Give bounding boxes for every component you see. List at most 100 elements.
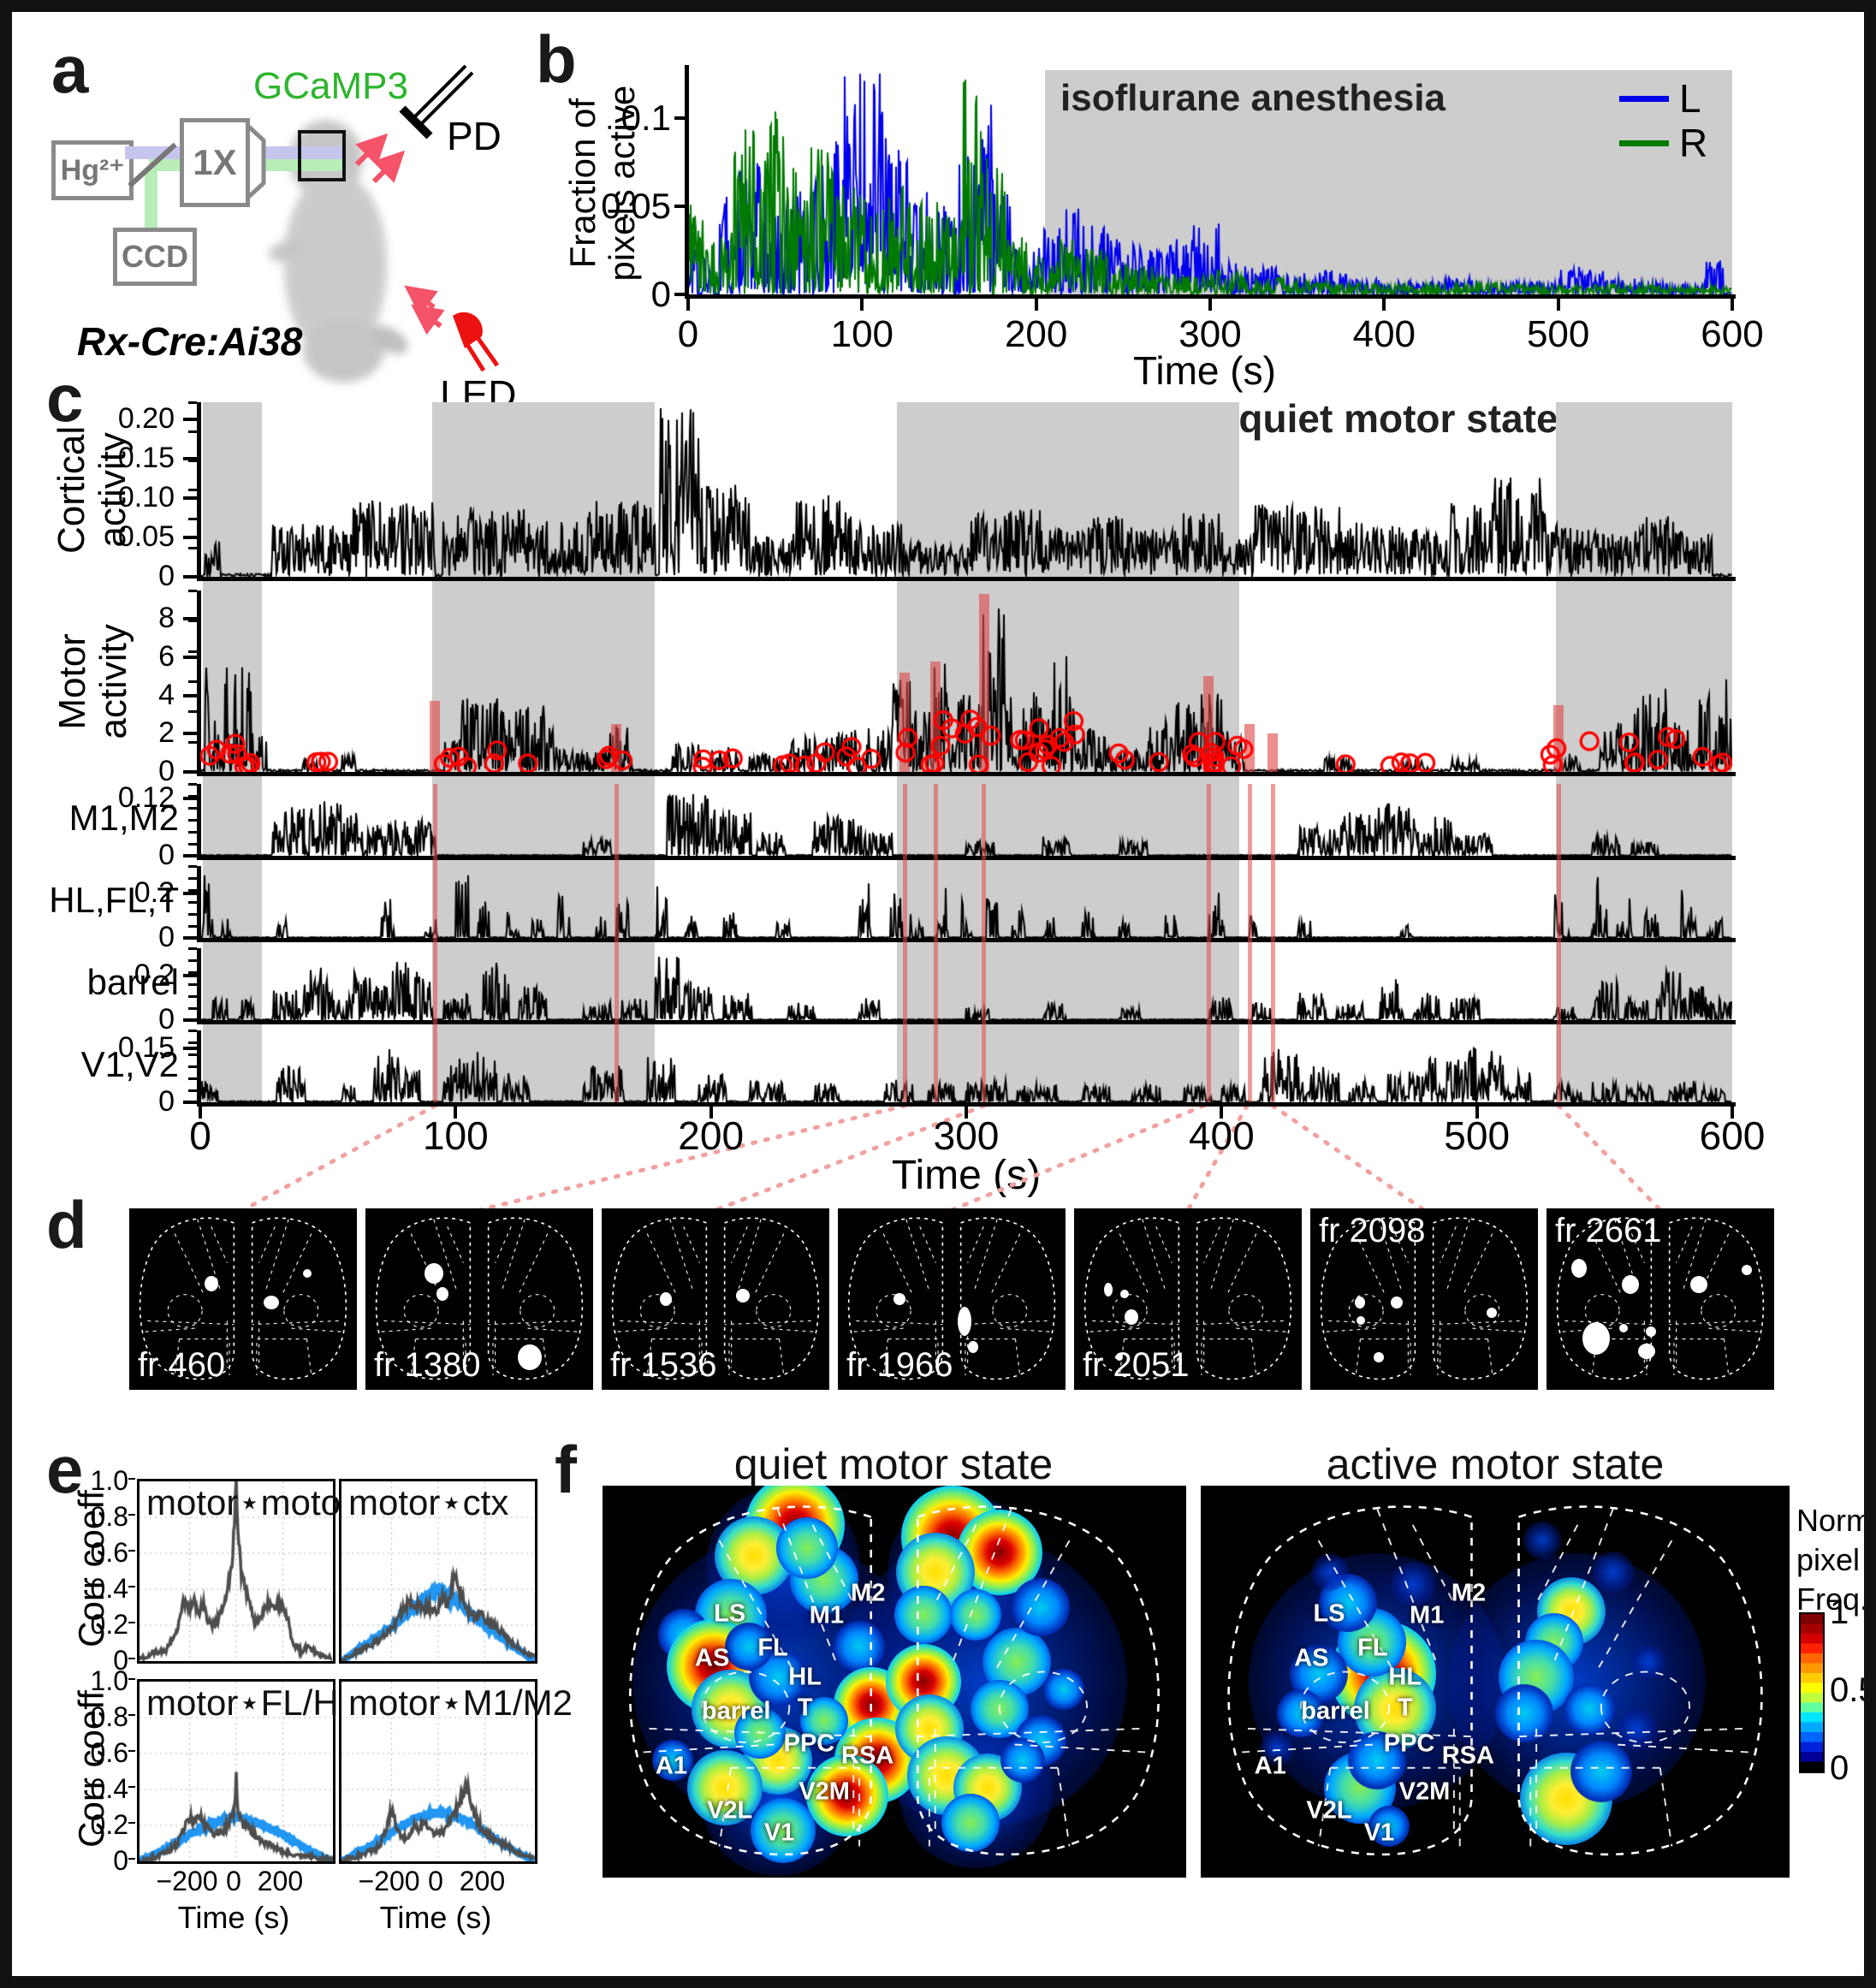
panel-b-ytick-mark [674,116,686,120]
corr-ytick-label: 0 [113,1845,128,1876]
panel-c-ytick-mark [183,457,197,461]
panel-b-xtick-label: 0 [677,313,699,355]
panel-c-minortick [188,889,197,892]
panel-c-yaxis-v1v2 [197,1030,201,1102]
corr-ytick-mark [128,1586,135,1587]
panel-c-ytick-label: 0 [158,839,175,871]
region-label-ppc: PPC [1383,1730,1435,1758]
panel-c-xaxis-m1m2 [197,856,1736,860]
panel-c-minortick [188,831,197,834]
panel-c-minortick [188,865,197,868]
panel-c-ytick-mark [183,693,197,697]
panel-c-minortick [188,901,197,904]
panel-c-ytick-mark [183,770,197,774]
panel-c-minortick [188,995,197,998]
panel-b-ytick-label: 0 [650,274,671,314]
freq-hotspot [1368,1806,1410,1848]
corr-subplot-title: motor⋆M1/M2 [348,1682,573,1723]
motor-event-line [982,784,987,1102]
corr-ytick-label: 1.0 [90,1665,128,1696]
panel-c-minortick [188,1077,197,1080]
mercury-lamp-box: Hg²⁺ [51,140,134,200]
freq-hotspot [1570,1741,1632,1803]
panel-c-yaxis-cortical [197,402,201,577]
corr-subplot: motor⋆motor [137,1479,353,1664]
brain-frame: fr 1536 [602,1208,829,1390]
panel-b-traces [688,68,1732,294]
trace-m1m2 [200,784,1732,856]
corr-ytick-mark [128,1622,135,1623]
panel-c-ytick-label: 0 [158,921,175,953]
panel-c-xtick-label: 100 [422,1113,489,1158]
motor-event-line [933,784,938,1102]
mercury-lamp-label: Hg²⁺ [60,154,125,187]
panel-c-xtick-mark [199,1107,202,1119]
legend-label-L: L [1679,76,1701,121]
frame-label: fr 460 [138,1346,226,1384]
panel-c-minortick [188,680,197,683]
panel-c-ytick-label: 0.05 [117,520,175,554]
corr-ytick-label: 0.6 [90,1537,128,1568]
panel-b-yaxis [685,65,689,298]
corr-ytick-label: 0.2 [90,1609,128,1640]
panel-c-row-v1v2 [200,1030,1732,1102]
panel-d-letter: d [46,1187,87,1262]
region-label-m2: M2 [851,1579,886,1607]
panel-c-ytick-mark [183,1101,197,1104]
ccd-camera-box: CCD [113,228,197,286]
mouse-line-label: Rx-Cre:Ai38 [77,319,303,364]
panel-c-minortick [188,947,197,950]
panel-c-minortick [188,620,197,623]
motor-event-line [902,784,907,1102]
corr-ytick-mark [128,1550,135,1552]
panel-c-ytick-label: 0.2 [134,875,175,909]
emission-beam-vertical [145,168,157,228]
objective-label: 1X [193,142,237,182]
corr-ytick-mark [128,1750,135,1752]
legend-line-L [1619,96,1669,102]
panel-c-ytick-label: 0 [158,1085,175,1118]
panel-c-ytick-mark [183,796,197,800]
frame-connector-lines [240,1103,1663,1213]
region-label-ls: LS [714,1599,746,1628]
corr-ytick-label: 0 [113,1645,128,1676]
region-label-barrel: barrel [1301,1697,1370,1725]
panel-c-minortick [188,430,197,433]
panel-c-ytick-mark [183,575,197,579]
panel-c-xaxis-v1v2 [197,1102,1736,1107]
panel-c-xtick-mark [1475,1107,1479,1119]
panel-b-xaxis [685,294,1736,299]
panel-c-rowlabel-motor: Motor activity [50,623,135,739]
region-label-hl: HL [788,1663,822,1691]
freq-hotspot [1260,1730,1295,1765]
corr-ytick-label: 1.0 [90,1465,128,1496]
panel-c-xtick-mark [965,1107,968,1119]
region-label-t: T [797,1694,813,1722]
panel-c-minortick [188,877,197,880]
legend-label-R: R [1679,121,1708,165]
panel-b-xtick-mark [1034,299,1038,311]
colorbar-title-line1: Norm. [1796,1503,1876,1538]
freq-hotspot [894,1586,953,1645]
frame-label: fr 2098 [1319,1212,1426,1249]
panel-b-plot: isoflurane anesthesia L R [688,68,1732,294]
panel-c-minortick [188,650,197,653]
region-label-m1: M1 [809,1601,845,1629]
panel-c-xlabel: Time (s) [891,1153,1042,1198]
panel-c-minortick [188,590,197,592]
panel-c-ytick-label: 0.15 [117,1031,175,1064]
corr-ytick-mark [128,1714,135,1716]
region-label-v2m: V2M [1398,1777,1451,1806]
panel-c-ytick-label: 0 [158,560,175,592]
panel-c-xtick-label: 300 [933,1113,1000,1158]
brain-frame: fr 460 [129,1208,357,1390]
corr-subplot-title: motor⋆motor [146,1482,353,1522]
brain-frame: fr 2051 [1074,1208,1302,1390]
panel-c-xaxis-motor [197,772,1736,776]
corr-ytick-label: 0.6 [90,1737,128,1768]
freq-hotspot [941,1793,1000,1852]
freq-map-quiet: LS M2 M1 FL AS HL barrel T PPC RSA A1 V2M V2L V1 [603,1486,1186,1878]
panel-c-ytick-label: 6 [158,640,175,674]
panel-c-minortick [188,913,197,916]
panel-c-xaxis-cortical [197,577,1736,581]
